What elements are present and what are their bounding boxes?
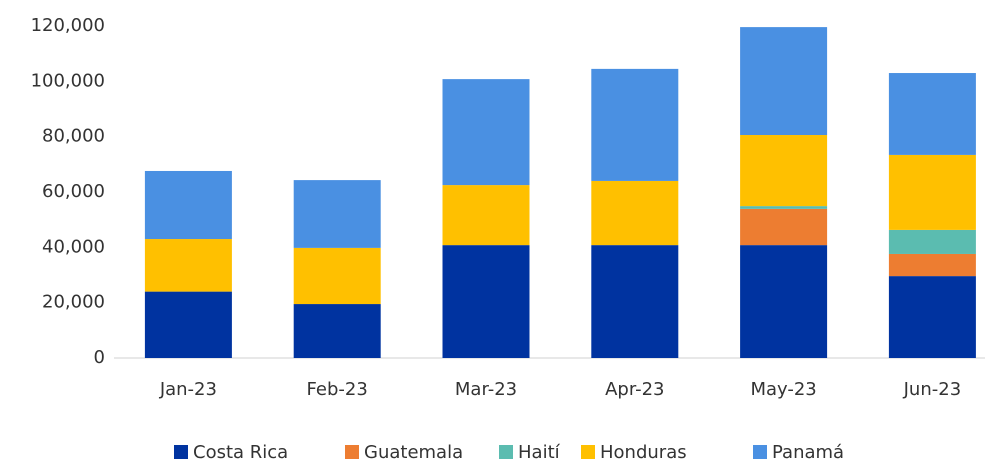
legend-label: Honduras <box>600 442 687 463</box>
legend-swatch <box>345 445 359 459</box>
bar-segment <box>740 208 828 246</box>
y-tick-label: 120,000 <box>31 15 105 36</box>
x-tick-label: Apr-23 <box>605 379 664 400</box>
x-tick-label: Mar-23 <box>455 379 517 400</box>
bar-segment <box>591 245 679 358</box>
legend-swatch <box>174 445 188 459</box>
bar-segment <box>591 68 679 181</box>
bar-segment <box>442 245 530 358</box>
legend-label: Guatemala <box>364 442 463 463</box>
y-tick-label: 60,000 <box>42 181 105 202</box>
x-tick-label: Jan-23 <box>159 379 217 400</box>
legend-label: Haití <box>518 442 561 463</box>
legend-swatch <box>753 445 767 459</box>
x-tick-label: Feb-23 <box>307 379 368 400</box>
bar-segment <box>740 245 828 358</box>
bar-segment <box>740 206 828 209</box>
legend-swatch <box>581 445 595 459</box>
bar-segment <box>144 239 232 292</box>
bar-segment <box>888 229 976 254</box>
legend-label: Panamá <box>772 442 844 463</box>
bar-segment <box>888 276 976 358</box>
y-tick-label: 20,000 <box>42 292 105 313</box>
bar-segment <box>293 304 381 358</box>
y-tick-label: 80,000 <box>42 126 105 147</box>
bar-segment <box>591 180 679 246</box>
bar-segment <box>888 154 976 230</box>
legend-label: Costa Rica <box>193 442 288 463</box>
y-tick-label: 100,000 <box>31 70 105 91</box>
bar-segment <box>740 135 828 207</box>
bar-segment <box>293 180 381 248</box>
bar-segment <box>293 247 381 305</box>
bar-segment <box>442 79 530 186</box>
bar-segment <box>740 27 828 136</box>
bar-segment <box>144 170 232 240</box>
bar-segment <box>888 73 976 155</box>
y-tick-label: 0 <box>94 347 105 368</box>
x-tick-label: Jun-23 <box>903 379 962 400</box>
x-tick-label: May-23 <box>750 379 816 400</box>
bar-segment <box>144 291 232 358</box>
bar-segment <box>888 253 976 277</box>
bar-segment <box>442 185 530 246</box>
y-tick-label: 40,000 <box>42 236 105 257</box>
legend-swatch <box>499 445 513 459</box>
